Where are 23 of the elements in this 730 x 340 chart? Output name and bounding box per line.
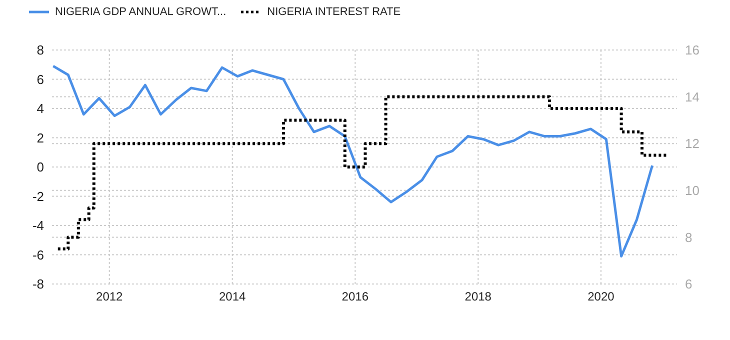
- y2-tick-label: 10: [685, 183, 700, 198]
- x-tick-label: 2018: [464, 290, 492, 304]
- y2-tick-label: 12: [685, 136, 700, 152]
- y2-tick-label: 14: [685, 89, 700, 104]
- y-tick-label: 0: [36, 160, 44, 175]
- line-series: [52, 64, 654, 258]
- y2-tick-label: 6: [685, 276, 692, 292]
- x-tick-label: 2020: [588, 290, 615, 304]
- y-tick-label: -4: [32, 218, 44, 234]
- y-tick-label: 8: [36, 42, 44, 58]
- y-tick-label: 2: [36, 130, 44, 146]
- y-tick-label: 4: [36, 101, 44, 116]
- y-tick-label: 6: [36, 72, 44, 87]
- y-tick-label: -6: [32, 247, 44, 262]
- legend-label: NIGERIA GDP ANNUAL GROWT...: [55, 6, 226, 18]
- y-tick-label: -2: [32, 188, 44, 204]
- y-tick-label: -8: [32, 276, 44, 292]
- legend-label: NIGERIA INTEREST RATE: [267, 6, 401, 18]
- x-tick-label: 2016: [342, 290, 369, 304]
- x-tick-label: 2012: [96, 290, 124, 304]
- y2-tick-label: 16: [685, 42, 700, 58]
- x-tick-label: 2014: [219, 290, 246, 304]
- y2-tick-label: 8: [685, 230, 692, 245]
